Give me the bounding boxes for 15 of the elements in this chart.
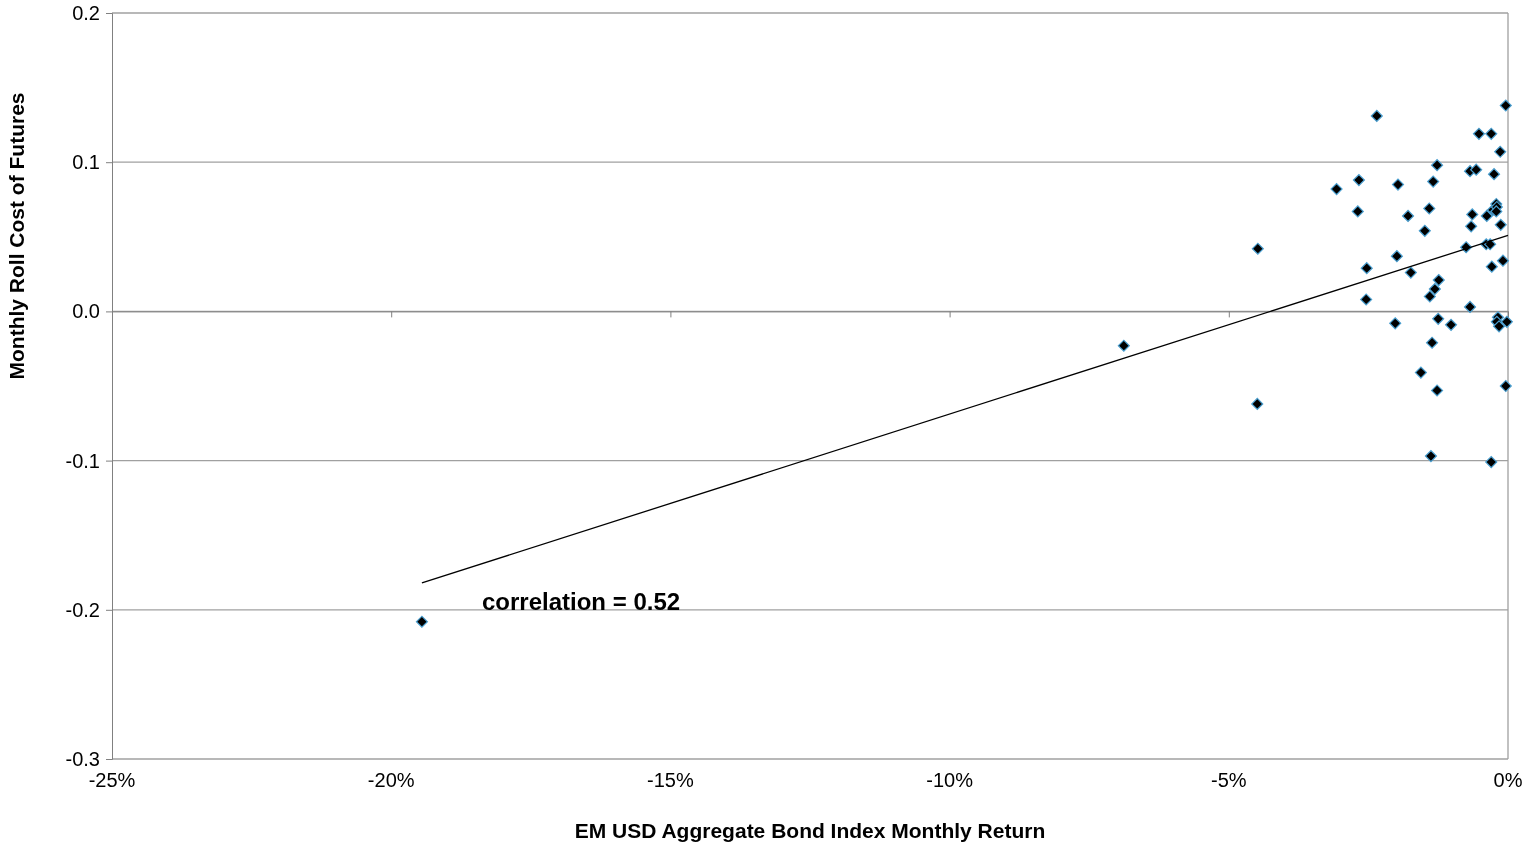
x-tick-label: -25%	[88, 769, 136, 791]
annotation: correlation = 0.52	[482, 588, 681, 616]
x-tick-label: -20%	[367, 769, 415, 791]
y-tick-label: 0.1	[72, 151, 100, 174]
x-tick-label: -5%	[1211, 769, 1247, 791]
x-tick-label: -10%	[926, 769, 974, 791]
y-tick-label: 0.2	[72, 1, 100, 24]
x-axis-title: EM USD Aggregate Bond Index Monthly Return	[574, 819, 1046, 842]
x-tick-label: -15%	[647, 769, 694, 791]
y-axis-title: Monthly Roll Cost of Futures	[5, 92, 28, 380]
y-tick-label: -0.2	[65, 598, 100, 621]
x-tick-label: 0%	[1493, 769, 1523, 791]
y-tick-label: -0.1	[65, 449, 100, 472]
y-tick-label: 0.0	[72, 300, 100, 323]
y-tick-label: -0.3	[65, 747, 100, 770]
